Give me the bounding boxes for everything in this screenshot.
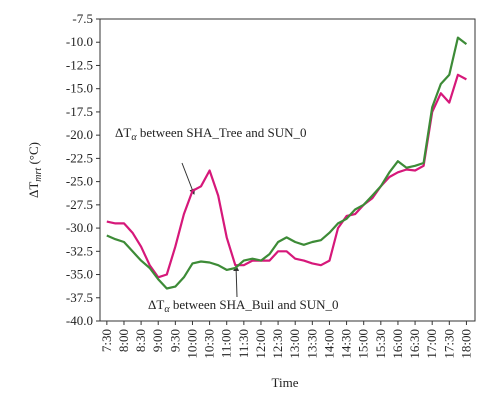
y-tick-label: -30.0 [66,220,93,235]
x-tick-label: 12:00 [253,329,268,359]
annotation: ΔTα between SHA_Tree and SUN_0 [115,125,307,143]
y-tick-label: -32.5 [66,243,93,258]
annotation: ΔTα between SHA_Buil and SUN_0 [148,297,339,315]
x-tick-label: 13:30 [304,329,319,359]
x-tick-label: 17:30 [441,329,456,359]
x-tick-label: 11:00 [219,329,234,358]
x-tick-label: 16:00 [390,329,405,359]
x-tick-label: 15:00 [356,329,371,359]
plot-frame [99,18,476,322]
y-axis-label: ΔTmrt (°C) [26,142,44,198]
x-tick-label: 14:00 [321,329,336,359]
x-tick-label: 9:00 [150,329,165,352]
x-tick-label: 9:30 [167,329,182,352]
y-tick-label: -25.0 [66,174,93,189]
x-tick-label: 13:00 [287,329,302,359]
annotation-arrow [233,265,240,298]
y-tick-label: -22.5 [66,150,93,165]
x-tick-label: 17:00 [424,329,439,359]
x-tick-label: 15:30 [373,329,388,359]
x-tick-label: 10:00 [184,329,199,359]
y-tick-label: -7.5 [72,11,93,26]
x-tick-label: 8:00 [116,329,131,352]
y-tick-label: -10.0 [66,34,93,49]
y-tick-label: -20.0 [66,127,93,142]
x-axis-label: Time [272,375,299,390]
x-tick-label: 11:30 [236,329,251,358]
series-line [106,73,467,279]
y-tick-label: -40.0 [66,313,93,328]
x-tick-label: 10:30 [202,329,217,359]
x-tick-label: 14:30 [339,329,354,359]
x-tick-label: 8:30 [133,329,148,352]
y-tick-label: -17.5 [66,104,93,119]
x-tick-label: 18:00 [458,329,473,359]
y-tick-label: -15.0 [66,81,93,96]
annotation-arrow [181,162,195,195]
y-tick-label: -35.0 [66,267,93,282]
x-tick-label: 16:30 [407,329,422,359]
y-tick-label: -27.5 [66,197,93,212]
x-tick-label: 7:30 [99,329,114,352]
series-line [106,36,468,290]
y-tick-label: -37.5 [66,290,93,305]
y-tick-label: -12.5 [66,57,93,72]
x-tick-label: 12:30 [270,329,285,359]
